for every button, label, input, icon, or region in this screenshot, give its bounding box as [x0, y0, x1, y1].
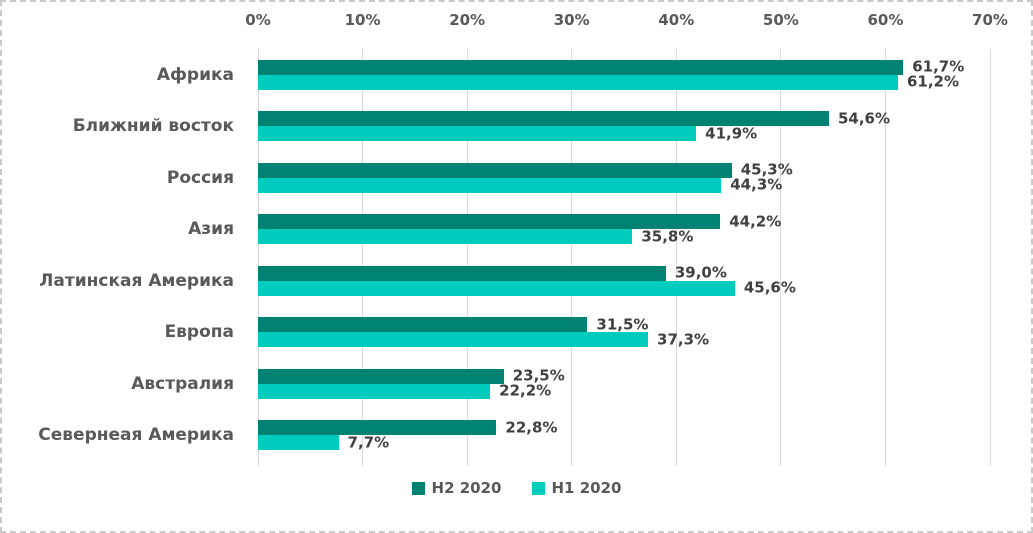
bar-track: 22,2%	[258, 381, 990, 400]
bar-track: 44,2%	[258, 212, 990, 231]
bar-track: 41,9%	[258, 124, 990, 143]
category-label: Россия	[166, 167, 234, 188]
bar-h2-2020	[258, 265, 666, 281]
category-label: Австралия	[131, 373, 234, 394]
data-label: 7,7%	[347, 433, 390, 452]
bar-track: 7,7%	[258, 433, 990, 452]
data-label: 44,3%	[730, 175, 783, 194]
x-axis-tick-label: 70%	[972, 11, 1008, 29]
data-label: 45,6%	[743, 278, 796, 297]
bar-track: 61,2%	[258, 72, 990, 91]
x-axis-tick-label: 40%	[658, 11, 695, 29]
legend-swatch-icon	[531, 481, 545, 495]
gridline	[257, 49, 259, 466]
gridline	[884, 49, 886, 466]
bar-track: 44,3%	[258, 175, 990, 194]
category-label: Ближний восток	[72, 116, 234, 137]
bar-h1-2020	[258, 332, 649, 348]
data-label: 37,3%	[657, 330, 710, 349]
bar-track: 23,5%	[258, 366, 990, 385]
data-label: 22,2%	[499, 381, 552, 400]
category-axis: Африка Ближний восток Россия Азия Латинская …	[2, 49, 246, 461]
bar-group: 44,2% 35,8%	[258, 204, 990, 256]
bar-track: 22,8%	[258, 418, 990, 437]
bar-track: 37,3%	[258, 330, 990, 349]
gridline	[362, 49, 364, 466]
x-axis-tick-label: 0%	[245, 11, 271, 29]
bar-h2-2020	[258, 368, 504, 384]
bar-h2-2020	[258, 214, 721, 230]
bar-h1-2020	[258, 435, 339, 451]
x-axis: 0% 10% 20% 30% 40% 50% 60% 70%	[245, 11, 1008, 37]
data-label: 35,8%	[641, 227, 694, 246]
bar-h2-2020	[258, 420, 497, 436]
x-axis-tick-label: 20%	[449, 11, 486, 29]
category-label: Севернеая Америка	[38, 425, 234, 446]
plot-area: 61,7% 61,2% 54,6% 41,9% 45,3% 44,3% 44,2% 35,8%…	[257, 49, 991, 466]
category-label: Азия	[188, 219, 234, 240]
x-axis-tick-label: 30%	[553, 11, 590, 29]
bar-h1-2020	[258, 177, 722, 193]
x-axis-tick-label: 10%	[344, 11, 381, 29]
bar-group: 61,7% 61,2%	[258, 49, 990, 101]
data-label: 61,2%	[906, 72, 960, 91]
data-label: 23,5%	[512, 366, 565, 385]
bar-h1-2020	[258, 383, 491, 399]
data-label: 41,9%	[705, 124, 758, 143]
gridline	[571, 49, 573, 466]
legend-label: H2 2020	[431, 479, 502, 497]
x-axis-tick-label: 60%	[867, 11, 904, 29]
gridline	[780, 49, 782, 466]
bar-track: 45,3%	[258, 160, 990, 179]
bar-h2-2020	[258, 317, 588, 333]
data-label: 31,5%	[596, 315, 649, 334]
gridline	[989, 49, 991, 466]
bar-h1-2020	[258, 126, 697, 142]
legend-label: H1 2020	[551, 479, 622, 497]
data-label: 39,0%	[674, 263, 727, 282]
category-label: Латинская Америка	[39, 270, 234, 291]
legend: H2 2020 H1 2020	[2, 479, 1031, 497]
bar-track: 61,7%	[258, 57, 990, 76]
legend-swatch-icon	[411, 481, 425, 495]
data-label: 61,7%	[912, 57, 965, 76]
bar-h1-2020	[258, 280, 735, 296]
data-label: 22,8%	[505, 418, 558, 437]
category-label: Европа	[164, 322, 234, 343]
bar-track: 54,6%	[258, 109, 990, 128]
bar-group: 31,5% 37,3%	[258, 307, 990, 359]
gridline	[466, 49, 468, 466]
legend-item: H2 2020	[411, 479, 502, 497]
bar-group: 22,8% 7,7%	[258, 410, 990, 462]
data-label: 45,3%	[740, 160, 793, 179]
data-label: 54,6%	[837, 109, 890, 128]
bar-group: 23,5% 22,2%	[258, 358, 990, 410]
bar-h2-2020	[258, 59, 904, 75]
bar-track: 39,0%	[258, 263, 990, 282]
data-label: 44,2%	[729, 212, 782, 231]
bar-rows: 61,7% 61,2% 54,6% 41,9% 45,3% 44,3% 44,2% 35,8%…	[258, 49, 990, 461]
bar-track: 45,6%	[258, 278, 990, 297]
bar-h2-2020	[258, 111, 829, 127]
bar-group: 45,3% 44,3%	[258, 152, 990, 204]
bar-group: 39,0% 45,6%	[258, 255, 990, 307]
x-axis-tick-label: 50%	[762, 11, 799, 29]
bar-track: 31,5%	[258, 315, 990, 334]
bar-track: 35,8%	[258, 227, 990, 246]
bar-h2-2020	[258, 162, 732, 178]
bar-h1-2020	[258, 229, 633, 245]
category-label: Африка	[156, 64, 234, 85]
legend-item: H1 2020	[531, 479, 622, 497]
gridline	[675, 49, 677, 466]
bar-h1-2020	[258, 74, 898, 90]
bar-group: 54,6% 41,9%	[258, 101, 990, 153]
